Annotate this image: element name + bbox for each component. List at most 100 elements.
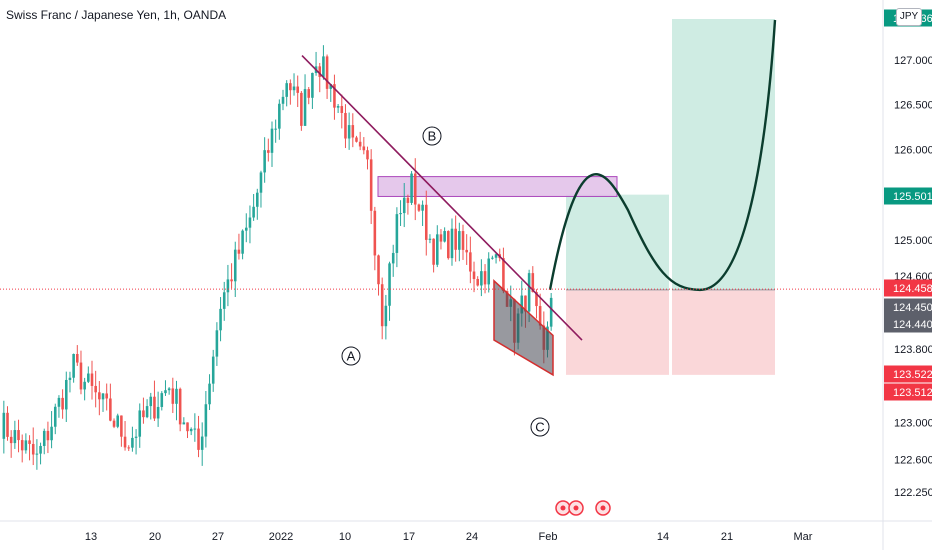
x-tick-label: 20 xyxy=(149,531,161,543)
x-tick-label: 21 xyxy=(721,531,733,543)
position-boxes[interactable] xyxy=(566,19,775,375)
candle-body xyxy=(61,397,64,410)
candle-body xyxy=(406,197,410,203)
candle-body xyxy=(549,297,553,327)
candle-body xyxy=(149,396,153,407)
wave-label-b: B xyxy=(428,129,437,144)
price-label-bid[interactable] xyxy=(884,298,932,316)
candle-body xyxy=(39,445,42,454)
candle-body xyxy=(193,428,197,430)
candle-body xyxy=(120,415,123,437)
x-tick-label: Feb xyxy=(539,531,558,543)
candle-body xyxy=(87,373,90,382)
candle-body xyxy=(233,249,237,282)
candle-body xyxy=(281,96,285,104)
price-label-target[interactable] xyxy=(884,187,932,205)
candle-body xyxy=(222,292,226,309)
candle-body xyxy=(340,106,344,113)
event-marker-dot-2 xyxy=(573,505,579,511)
candle-body xyxy=(502,258,505,292)
loss-zone-2[interactable] xyxy=(672,289,775,375)
candle-body xyxy=(28,440,31,444)
candle-body xyxy=(90,373,94,386)
price-label-text-stop2: 123.512 xyxy=(893,387,932,399)
candle-body xyxy=(175,388,178,404)
x-tick-label: 13 xyxy=(85,531,97,543)
candle-body xyxy=(461,231,465,250)
candle-body xyxy=(204,404,208,437)
trendline[interactable] xyxy=(301,54,583,341)
candle-body xyxy=(347,125,351,139)
candle-body xyxy=(318,66,322,77)
candle-body xyxy=(230,279,233,282)
candle-body xyxy=(182,422,186,425)
trendline-line[interactable] xyxy=(301,54,583,341)
candle-body xyxy=(311,72,314,98)
candle-body xyxy=(13,430,17,444)
event-markers[interactable] xyxy=(555,500,611,516)
candle-body xyxy=(244,227,248,231)
candle-body xyxy=(399,213,402,215)
candle-body xyxy=(94,385,97,393)
candle-body xyxy=(2,412,6,439)
candle-body xyxy=(178,388,182,425)
x-tick-label: 24 xyxy=(466,531,478,543)
candle-body xyxy=(215,330,219,357)
falling-channel[interactable] xyxy=(493,279,554,377)
candle-body xyxy=(358,141,362,147)
profit-zone-1[interactable] xyxy=(566,194,669,290)
candle-body xyxy=(79,362,83,390)
wave-circle-b xyxy=(422,126,442,146)
candle-body xyxy=(35,453,39,455)
candle-body xyxy=(50,426,53,441)
price-label-ask[interactable] xyxy=(884,315,932,333)
price-label-text-bid: 124.450 xyxy=(893,302,932,314)
candle-body xyxy=(362,146,366,151)
candle-body xyxy=(267,150,270,153)
candle-body xyxy=(476,278,479,286)
candle-body xyxy=(211,356,215,384)
candle-body xyxy=(402,197,406,214)
projection-curve[interactable] xyxy=(548,19,777,292)
candle-body xyxy=(134,436,138,438)
candle-body xyxy=(189,428,193,432)
loss-zone-1[interactable] xyxy=(566,289,669,375)
channel-polygon[interactable] xyxy=(493,279,554,377)
candle-body xyxy=(123,436,127,448)
candle-body xyxy=(307,89,311,98)
currency-button[interactable]: JPY xyxy=(896,8,922,26)
resistance-zone-rect[interactable] xyxy=(377,176,618,197)
candle-body xyxy=(373,210,377,256)
candle-body xyxy=(112,420,116,427)
candle-body xyxy=(171,388,175,404)
candle-body xyxy=(395,214,399,253)
candle-body xyxy=(344,112,347,139)
projection-path[interactable] xyxy=(548,19,777,292)
resistance-zone[interactable] xyxy=(377,176,618,197)
candle-body xyxy=(377,255,380,285)
price-label-last[interactable] xyxy=(884,279,932,297)
candle-body xyxy=(274,128,277,130)
candle-body xyxy=(487,258,491,285)
wave-label-c: C xyxy=(535,420,544,435)
candle-body xyxy=(366,150,369,160)
candle-body xyxy=(241,230,244,254)
candle-body xyxy=(421,204,424,211)
candle-body xyxy=(219,308,222,331)
candle-body xyxy=(483,271,487,285)
price-label-stop1[interactable] xyxy=(884,365,932,383)
candle-body xyxy=(237,249,241,254)
y-tick-label: 126.500 xyxy=(894,100,932,112)
price-label-stop2[interactable] xyxy=(884,383,932,401)
candle-body xyxy=(46,430,50,441)
x-tick-label: 2022 xyxy=(269,531,293,543)
candle-body xyxy=(292,86,296,91)
candle-body xyxy=(248,217,252,228)
profit-zone-2[interactable] xyxy=(672,19,775,290)
candle-body xyxy=(53,406,57,427)
candle-body xyxy=(57,397,61,407)
candle-body xyxy=(160,393,164,407)
